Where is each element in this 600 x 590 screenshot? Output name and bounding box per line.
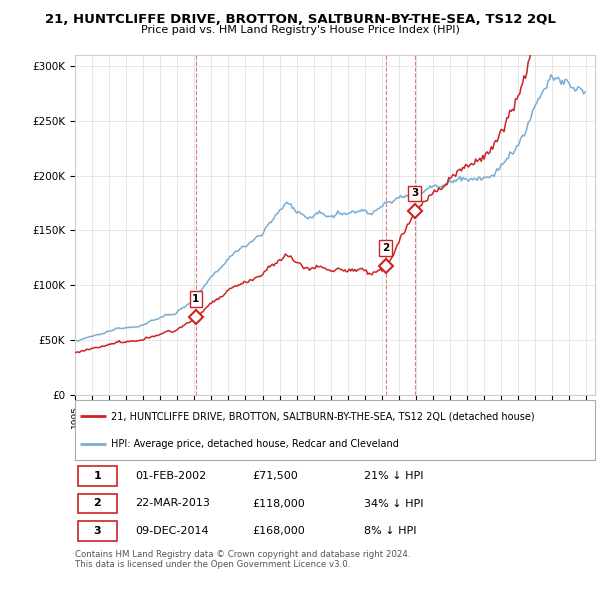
FancyBboxPatch shape	[77, 466, 116, 486]
Text: Price paid vs. HM Land Registry's House Price Index (HPI): Price paid vs. HM Land Registry's House …	[140, 25, 460, 35]
Text: 3: 3	[93, 526, 101, 536]
Text: 2: 2	[382, 243, 389, 253]
Text: 21% ↓ HPI: 21% ↓ HPI	[364, 471, 423, 481]
Text: 22-MAR-2013: 22-MAR-2013	[135, 499, 209, 509]
Text: 21, HUNTCLIFFE DRIVE, BROTTON, SALTBURN-BY-THE-SEA, TS12 2QL (detached house): 21, HUNTCLIFFE DRIVE, BROTTON, SALTBURN-…	[112, 411, 535, 421]
Text: 34% ↓ HPI: 34% ↓ HPI	[364, 499, 423, 509]
FancyBboxPatch shape	[77, 494, 116, 513]
Text: Contains HM Land Registry data © Crown copyright and database right 2024.
This d: Contains HM Land Registry data © Crown c…	[75, 550, 410, 569]
Text: £118,000: £118,000	[252, 499, 305, 509]
Text: 8% ↓ HPI: 8% ↓ HPI	[364, 526, 416, 536]
Text: £71,500: £71,500	[252, 471, 298, 481]
FancyBboxPatch shape	[75, 400, 595, 460]
Text: HPI: Average price, detached house, Redcar and Cleveland: HPI: Average price, detached house, Redc…	[112, 439, 399, 449]
Text: 2: 2	[93, 499, 101, 509]
Text: 01-FEB-2002: 01-FEB-2002	[135, 471, 206, 481]
Text: 3: 3	[411, 188, 418, 198]
Text: 21, HUNTCLIFFE DRIVE, BROTTON, SALTBURN-BY-THE-SEA, TS12 2QL: 21, HUNTCLIFFE DRIVE, BROTTON, SALTBURN-…	[44, 13, 556, 26]
Text: 1: 1	[93, 471, 101, 481]
FancyBboxPatch shape	[77, 521, 116, 541]
Text: £168,000: £168,000	[252, 526, 305, 536]
Text: 09-DEC-2014: 09-DEC-2014	[135, 526, 208, 536]
Text: 1: 1	[192, 294, 199, 304]
